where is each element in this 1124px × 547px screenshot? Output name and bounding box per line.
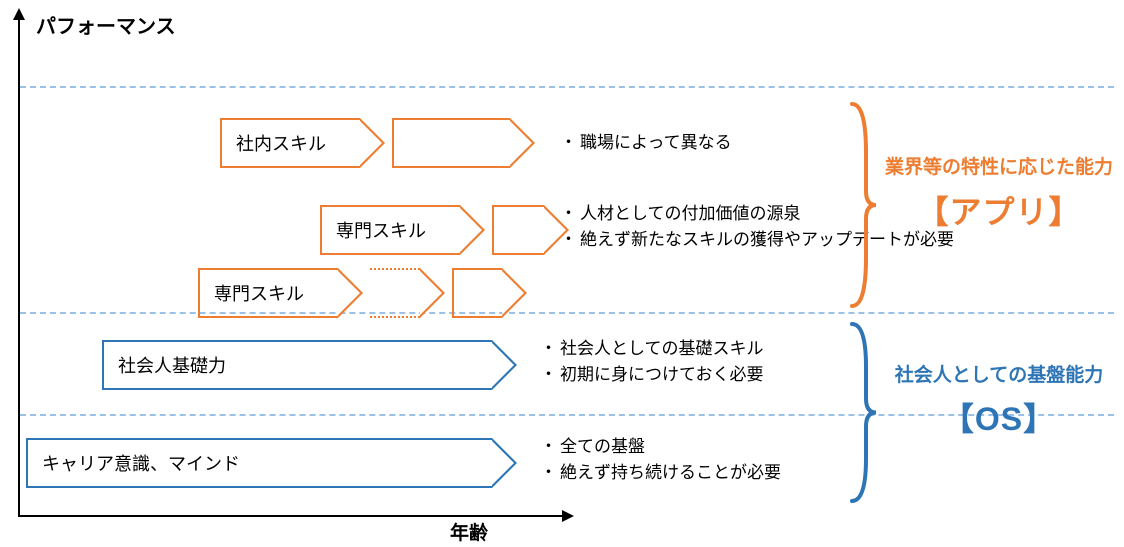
chevron-specialist-skill-a <box>492 205 544 255</box>
chevron-label: 社内スキル <box>236 130 326 156</box>
side-big-label: 【アプリ】 <box>884 187 1114 233</box>
chevron-specialist-skill-b: 専門スキル <box>198 268 338 318</box>
chevron-specialist-skill-a: 専門スキル <box>320 205 460 255</box>
y-axis-label: パフォーマンス <box>36 10 176 39</box>
gridline <box>20 312 1114 314</box>
chevron-specialist-skill-b <box>370 268 420 318</box>
bullet-item: 全ての基盤 <box>540 434 781 460</box>
bullet-item: 職場によって異なる <box>560 130 732 156</box>
bullet-list-basic-social: 社会人としての基礎スキル初期に身につけておく必要 <box>540 336 764 387</box>
chevron-career-mind: キャリア意識、マインド <box>26 438 492 488</box>
gridline <box>20 86 1114 88</box>
chevron-internal-skill <box>392 118 510 168</box>
side-title: 業界等の特性に応じた能力 <box>884 155 1114 181</box>
x-axis-label: 年齢 <box>450 518 488 545</box>
side-label-os: 社会人としての基盤能力【OS】 <box>884 363 1114 441</box>
y-axis <box>18 18 20 517</box>
chevron-label: キャリア意識、マインド <box>42 450 240 476</box>
bullet-item: 社会人としての基礎スキル <box>540 336 764 362</box>
chevron-specialist-skill-b <box>452 268 502 318</box>
chevron-internal-skill: 社内スキル <box>220 118 360 168</box>
side-big-label: 【OS】 <box>884 394 1114 440</box>
bullet-list-internal-skill: 職場によって異なる <box>560 130 732 156</box>
side-title: 社会人としての基盤能力 <box>884 363 1114 389</box>
chevron-label: 社会人基礎力 <box>118 352 226 378</box>
chevron-label: 専門スキル <box>336 217 426 243</box>
side-label-app: 業界等の特性に応じた能力【アプリ】 <box>884 155 1114 233</box>
bullet-item: 絶えず持ち続けることが必要 <box>540 460 781 486</box>
brace-app <box>848 100 876 310</box>
bullet-list-career-mind: 全ての基盤絶えず持ち続けることが必要 <box>540 434 781 485</box>
bullet-item: 初期に身につけておく必要 <box>540 362 764 388</box>
brace-os <box>848 320 876 505</box>
chevron-basic-social: 社会人基礎力 <box>102 340 492 390</box>
chevron-label: 専門スキル <box>214 280 304 306</box>
x-axis <box>18 515 564 517</box>
